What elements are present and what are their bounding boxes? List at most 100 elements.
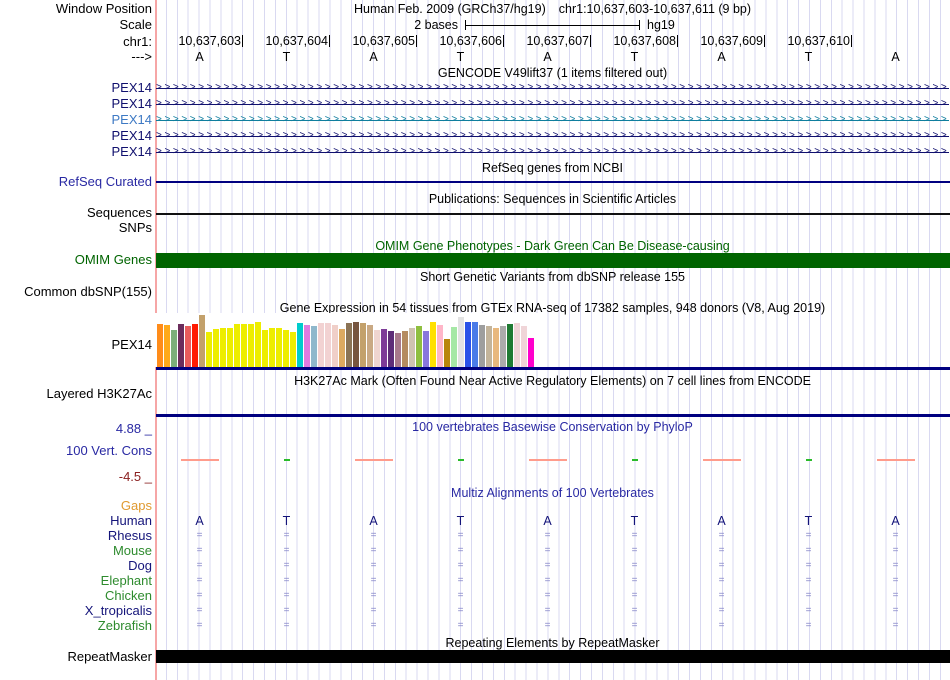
gtex-tissue-bar[interactable] (458, 317, 464, 367)
multiz-species-row[interactable]: = = = = = = = = = (156, 573, 949, 588)
track-label-x_tropicalis[interactable]: X_tropicalis (84, 603, 152, 618)
gtex-tissue-bar[interactable] (234, 324, 240, 367)
track-title-gencode[interactable]: GENCODE V49lift37 (1 items filtered out) (437, 66, 668, 80)
track-title-gtex[interactable]: Gene Expression in 54 tissues from GTEx … (279, 301, 826, 315)
gtex-tissue-bar[interactable] (346, 323, 352, 367)
gtex-tissue-bar[interactable] (339, 329, 345, 367)
gtex-tissue-bar[interactable] (416, 326, 422, 367)
gtex-tissue-bar[interactable] (297, 323, 303, 367)
gtex-bar-chart[interactable] (155, 313, 541, 367)
track-label-zebrafish[interactable]: Zebrafish (97, 618, 152, 633)
track-title-multiz[interactable]: Multiz Alignments of 100 Vertebrates (451, 486, 654, 500)
multiz-species-row[interactable]: = = = = = = = = = (156, 558, 949, 573)
track-label-common-dbsnp[interactable]: Common dbSNP(155) (24, 284, 152, 299)
gtex-tissue-bar[interactable] (283, 330, 289, 367)
multiz-species-row[interactable]: = = = = = = = = = (156, 543, 949, 558)
refseq-gene-bar[interactable] (156, 181, 950, 183)
gtex-tissue-bar[interactable] (199, 315, 205, 367)
track-label-human[interactable]: Human (110, 513, 152, 528)
track-label-refseq-curated[interactable]: RefSeq Curated (58, 174, 152, 189)
gtex-tissue-bar[interactable] (213, 329, 219, 367)
gtex-tissue-bar[interactable] (157, 324, 163, 367)
gene-transcript-row[interactable]: >>>>>>>>>>>>>>>>>>>>>>>>>>>>>>>>>>>>>>>>… (156, 144, 949, 160)
track-title-dbsnp[interactable]: Short Genetic Variants from dbSNP releas… (420, 270, 685, 284)
gene-label[interactable]: PEX14 (111, 112, 152, 127)
gtex-tissue-bar[interactable] (185, 326, 191, 367)
gtex-tissue-bar[interactable] (304, 325, 310, 367)
gene-transcript-row[interactable]: >>>>>>>>>>>>>>>>>>>>>>>>>>>>>>>>>>>>>>>>… (156, 128, 949, 144)
gtex-tissue-bar[interactable] (290, 332, 296, 367)
gtex-tissue-bar[interactable] (227, 328, 233, 367)
multiz-species-row[interactable]: = = = = = = = = = (156, 618, 949, 633)
multiz-species-row[interactable]: = = = = = = = = = (156, 603, 949, 618)
gtex-tissue-bar[interactable] (353, 322, 359, 367)
gene-transcript-row[interactable]: >>>>>>>>>>>>>>>>>>>>>>>>>>>>>>>>>>>>>>>>… (156, 96, 949, 112)
gtex-tissue-bar[interactable] (423, 331, 429, 367)
gtex-tissue-bar[interactable] (493, 328, 499, 367)
gtex-tissue-bar[interactable] (465, 322, 471, 367)
gene-transcript-row[interactable]: >>>>>>>>>>>>>>>>>>>>>>>>>>>>>>>>>>>>>>>>… (156, 112, 949, 128)
track-label-elephant[interactable]: Elephant (100, 573, 152, 588)
multiz-species-row[interactable]: = = = = = = = = = (156, 528, 949, 543)
gtex-tissue-bar[interactable] (521, 326, 527, 367)
gtex-tissue-bar[interactable] (437, 325, 443, 367)
track-label-gtex-pex14[interactable]: PEX14 (111, 337, 152, 352)
gtex-tissue-bar[interactable] (206, 332, 212, 367)
track-label-100-vert-cons[interactable]: 100 Vert. Cons (66, 443, 152, 458)
gtex-tissue-bar[interactable] (479, 325, 485, 367)
gtex-tissue-bar[interactable] (486, 326, 492, 367)
gtex-tissue-bar[interactable] (409, 328, 415, 367)
track-label-rhesus[interactable]: Rhesus (107, 528, 152, 543)
gtex-tissue-bar[interactable] (500, 326, 506, 367)
track-label-omim-genes[interactable]: OMIM Genes (74, 252, 152, 267)
gtex-tissue-bar[interactable] (402, 331, 408, 367)
gtex-tissue-bar[interactable] (241, 324, 247, 367)
track-label-gaps[interactable]: Gaps (120, 498, 152, 513)
gtex-tissue-bar[interactable] (276, 328, 282, 367)
track-title-omim[interactable]: OMIM Gene Phenotypes - Dark Green Can Be… (375, 239, 730, 253)
gtex-tissue-bar[interactable] (507, 324, 513, 367)
gtex-tissue-bar[interactable] (220, 328, 226, 367)
gene-label[interactable]: PEX14 (111, 80, 152, 95)
track-title-repeatmasker[interactable]: Repeating Elements by RepeatMasker (445, 636, 660, 650)
gtex-tissue-bar[interactable] (388, 331, 394, 367)
track-title-publications[interactable]: Publications: Sequences in Scientific Ar… (428, 192, 677, 206)
gtex-tissue-bar[interactable] (192, 324, 198, 367)
gtex-tissue-bar[interactable] (381, 329, 387, 367)
gtex-tissue-bar[interactable] (332, 325, 338, 367)
repeatmasker-bar[interactable] (156, 650, 950, 663)
gtex-tissue-bar[interactable] (444, 339, 450, 367)
gtex-tissue-bar[interactable] (430, 322, 436, 367)
gtex-tissue-bar[interactable] (269, 328, 275, 367)
track-label-dog[interactable]: Dog (128, 558, 152, 573)
gtex-tissue-bar[interactable] (325, 323, 331, 367)
track-label-sequences[interactable]: Sequences (86, 205, 152, 220)
track-label-chicken[interactable]: Chicken (105, 588, 152, 603)
gene-label[interactable]: PEX14 (111, 144, 152, 159)
track-label-h3k27ac[interactable]: Layered H3K27Ac (46, 386, 152, 401)
publications-item-bar[interactable] (156, 213, 950, 215)
track-title-phylop[interactable]: 100 vertebrates Basewise Conservation by… (412, 420, 693, 434)
gtex-tissue-bar[interactable] (171, 330, 177, 367)
gtex-tissue-bar[interactable] (514, 323, 520, 367)
gtex-tissue-bar[interactable] (472, 322, 478, 367)
gtex-tissue-bar[interactable] (248, 324, 254, 367)
gtex-tissue-bar[interactable] (374, 330, 380, 367)
track-title-h3k27ac[interactable]: H3K27Ac Mark (Often Found Near Active Re… (294, 374, 811, 388)
gtex-tissue-bar[interactable] (367, 325, 373, 367)
track-title-refseq[interactable]: RefSeq genes from NCBI (481, 161, 624, 175)
gtex-tissue-bar[interactable] (311, 326, 317, 367)
track-label-repeatmasker[interactable]: RepeatMasker (67, 649, 152, 664)
gtex-tissue-bar[interactable] (262, 330, 268, 367)
track-label-mouse[interactable]: Mouse (112, 543, 152, 558)
gene-label[interactable]: PEX14 (111, 96, 152, 111)
gtex-tissue-bar[interactable] (528, 338, 534, 367)
gtex-tissue-bar[interactable] (255, 322, 261, 367)
gtex-tissue-bar[interactable] (178, 324, 184, 367)
gene-transcript-row[interactable]: >>>>>>>>>>>>>>>>>>>>>>>>>>>>>>>>>>>>>>>>… (156, 80, 949, 96)
gtex-tissue-bar[interactable] (451, 327, 457, 367)
gtex-tissue-bar[interactable] (164, 325, 170, 367)
omim-gene-bar[interactable] (156, 253, 950, 268)
